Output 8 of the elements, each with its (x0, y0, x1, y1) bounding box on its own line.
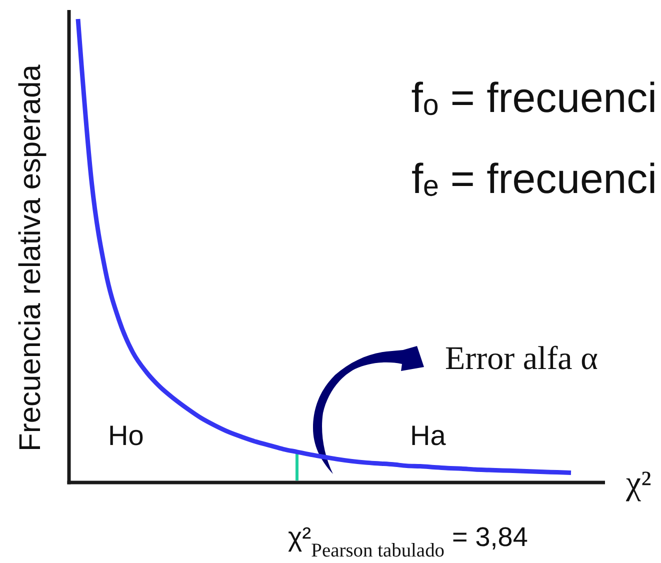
annotation: Ho (108, 420, 144, 451)
x-axis-title: χ² (625, 465, 652, 502)
annotation: Error alfa α (445, 341, 598, 377)
annotation: Ha (410, 420, 446, 451)
annotation: fₒ = frecuenci (411, 74, 657, 121)
y-axis-title: Frecuencia relativa esperada (14, 64, 47, 452)
text: χ²$_{Pearson tabulado}$ = 3,84 (288, 522, 528, 562)
annotation: fₑ = frecuenci (411, 155, 657, 202)
